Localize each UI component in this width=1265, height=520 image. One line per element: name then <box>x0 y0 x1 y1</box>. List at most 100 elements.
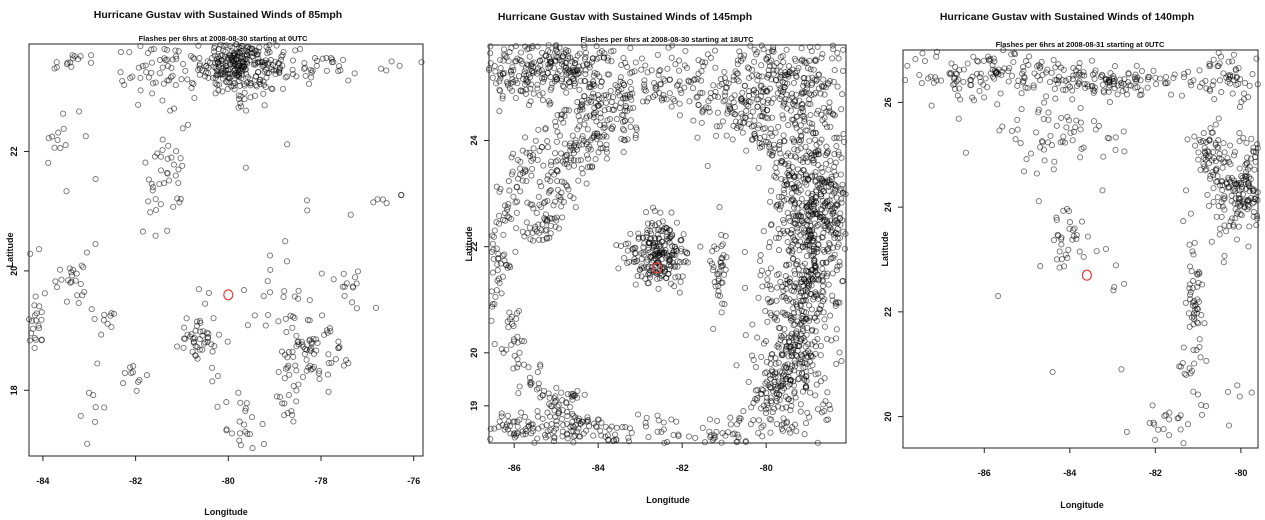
flash-point <box>543 422 550 429</box>
flash-point <box>503 421 510 428</box>
flash-point <box>593 55 600 62</box>
flash-point <box>780 115 787 122</box>
flash-point <box>814 43 821 50</box>
flash-point <box>1190 77 1197 84</box>
flash-point <box>591 130 598 137</box>
flash-point <box>799 108 807 115</box>
flash-point <box>798 90 805 97</box>
flash-point <box>500 46 508 53</box>
flash-point <box>784 105 791 112</box>
x-axis-label: Longitude <box>204 507 248 517</box>
flash-point <box>1176 363 1183 370</box>
y-tick-label: 20 <box>883 412 893 422</box>
flash-point <box>1075 79 1082 86</box>
flash-point <box>573 417 580 424</box>
flash-point <box>492 293 499 300</box>
flash-point <box>1069 96 1076 103</box>
flash-point <box>677 237 684 244</box>
flash-point <box>152 232 159 239</box>
flash-point <box>839 91 846 98</box>
flash-point <box>1195 269 1202 276</box>
flash-point <box>69 266 77 273</box>
flash-point <box>766 141 773 148</box>
flash-point <box>689 85 697 92</box>
flash-point <box>1111 81 1118 88</box>
flash-point <box>656 241 663 248</box>
flash-point <box>789 164 796 171</box>
flash-point <box>777 150 784 157</box>
flash-point <box>840 130 847 138</box>
flash-point <box>514 198 521 205</box>
flash-point <box>1121 76 1128 83</box>
flash-point <box>699 89 706 97</box>
flash-point <box>1011 51 1019 58</box>
flash-point <box>235 389 242 396</box>
flash-point <box>1225 422 1233 429</box>
flash-point <box>812 130 819 137</box>
flash-point <box>813 249 821 256</box>
flash-point <box>55 129 62 136</box>
flash-point <box>819 259 826 267</box>
flash-point <box>828 181 835 188</box>
flash-point <box>1019 79 1026 86</box>
flash-point <box>554 112 561 119</box>
flash-point <box>533 386 540 393</box>
flash-point <box>164 155 171 162</box>
flash-point <box>1207 175 1214 182</box>
flash-point <box>77 412 84 419</box>
flash-point <box>1228 175 1236 182</box>
flash-point <box>277 56 284 64</box>
flash-point <box>278 348 286 355</box>
flash-point <box>284 409 291 417</box>
flash-point <box>818 82 825 90</box>
flash-point <box>570 150 577 157</box>
flash-point <box>828 173 835 180</box>
flash-point <box>777 85 784 92</box>
flash-point <box>564 431 571 438</box>
flash-point <box>1105 84 1112 91</box>
flash-point <box>566 83 574 90</box>
flash-point <box>1195 279 1202 287</box>
flash-point <box>130 363 137 370</box>
flash-point <box>1018 106 1025 113</box>
flash-point <box>831 67 838 74</box>
flash-point <box>836 258 843 265</box>
flash-point <box>292 362 299 369</box>
flash-point <box>654 51 661 58</box>
flash-point <box>551 433 558 441</box>
flash-point <box>801 431 808 438</box>
flash-point <box>824 389 831 396</box>
flash-point <box>1069 227 1077 234</box>
flash-point <box>536 147 543 154</box>
flash-point <box>760 422 767 429</box>
flash-point <box>553 138 560 145</box>
flash-point <box>1069 236 1076 243</box>
flash-point <box>797 279 804 286</box>
flash-point <box>826 78 833 85</box>
flash-point <box>290 382 297 390</box>
flash-point <box>553 418 560 425</box>
flash-point <box>212 65 219 72</box>
flash-point <box>606 116 614 123</box>
flash-point <box>681 62 688 69</box>
flash-point <box>243 58 250 66</box>
flash-point <box>612 431 619 438</box>
flash-point <box>607 87 614 95</box>
flash-point <box>783 364 790 371</box>
flash-point <box>167 74 174 81</box>
flash-point <box>714 93 722 101</box>
flash-point <box>1180 440 1187 447</box>
flash-point <box>776 146 783 153</box>
flash-point <box>768 187 775 194</box>
flash-point <box>811 172 818 179</box>
flash-point <box>1250 148 1257 155</box>
flash-point <box>994 101 1001 108</box>
flash-point <box>746 74 753 81</box>
flash-point <box>349 299 356 306</box>
flash-point <box>1233 236 1240 243</box>
flash-point <box>1035 109 1042 116</box>
flash-point <box>643 414 650 421</box>
flash-point <box>1132 84 1139 91</box>
flash-point <box>812 198 819 205</box>
flash-point <box>587 146 594 153</box>
